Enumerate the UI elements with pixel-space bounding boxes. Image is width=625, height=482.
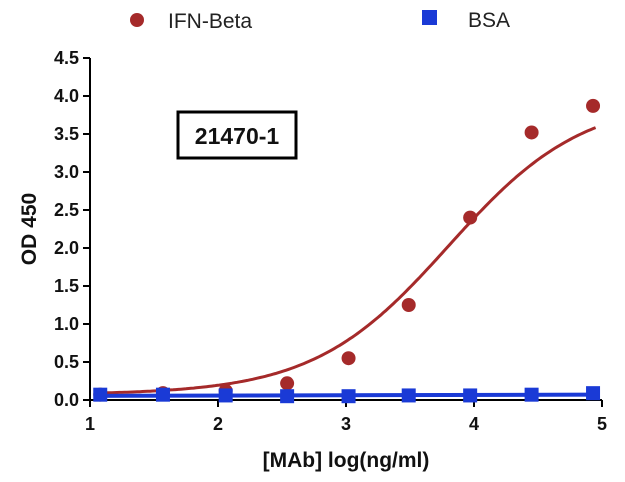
x-ticks: 1 2 3 4 5 xyxy=(85,400,607,434)
data-point-ifn-beta xyxy=(341,351,356,366)
legend-marker-bsa xyxy=(422,10,437,25)
data-point-ifn-beta xyxy=(524,125,539,140)
data-point-ifn-beta xyxy=(586,98,601,113)
data-point-bsa xyxy=(93,387,108,402)
x-tick-label: 1 xyxy=(85,414,95,434)
y-tick-label: 1.0 xyxy=(54,314,79,334)
markers xyxy=(93,98,601,404)
data-point-bsa xyxy=(280,389,295,404)
data-point-bsa xyxy=(463,388,478,403)
data-point-bsa xyxy=(586,386,601,401)
data-point-ifn-beta xyxy=(401,298,416,312)
x-tick-label: 2 xyxy=(213,414,223,434)
y-tick-label: 0.5 xyxy=(54,352,79,372)
y-ticks: 0.0 0.5 1.0 1.5 2.0 2.5 3.0 3.5 4.0 4.5 xyxy=(54,48,90,410)
x-axis-title: [MAb] log(ng/ml) xyxy=(263,449,430,472)
legend: IFN-Beta BSA xyxy=(130,9,510,33)
y-tick-label: 4.0 xyxy=(54,86,79,106)
x-tick-label: 4 xyxy=(469,414,479,434)
data-point-bsa xyxy=(218,388,233,403)
data-point-bsa xyxy=(401,388,416,403)
y-tick-label: 4.5 xyxy=(54,48,79,68)
annotation-label: 21470-1 xyxy=(195,123,280,149)
data-point-ifn-beta xyxy=(463,210,478,225)
data-point-bsa xyxy=(155,387,170,402)
data-point-bsa xyxy=(524,387,539,402)
y-tick-label: 3.0 xyxy=(54,162,79,182)
y-tick-label: 2.5 xyxy=(54,200,79,220)
fit-line-ifn-beta xyxy=(96,126,597,395)
legend-marker-ifn-beta xyxy=(130,13,144,27)
x-tick-label: 3 xyxy=(341,414,351,434)
y-tick-label: 3.5 xyxy=(54,124,79,144)
y-tick-label: 2.0 xyxy=(54,238,79,258)
legend-label-ifn-beta: IFN-Beta xyxy=(168,10,252,33)
y-axis-title: OD 450 xyxy=(18,193,41,265)
data-point-bsa xyxy=(341,389,356,404)
y-tick-label: 0.0 xyxy=(54,390,79,410)
y-tick-label: 1.5 xyxy=(54,276,79,296)
x-tick-label: 5 xyxy=(597,414,607,434)
legend-label-bsa: BSA xyxy=(468,9,510,32)
data-point-ifn-beta xyxy=(280,376,295,391)
annotation-frame xyxy=(176,110,298,160)
annotation-box: 21470-1 xyxy=(176,110,298,160)
